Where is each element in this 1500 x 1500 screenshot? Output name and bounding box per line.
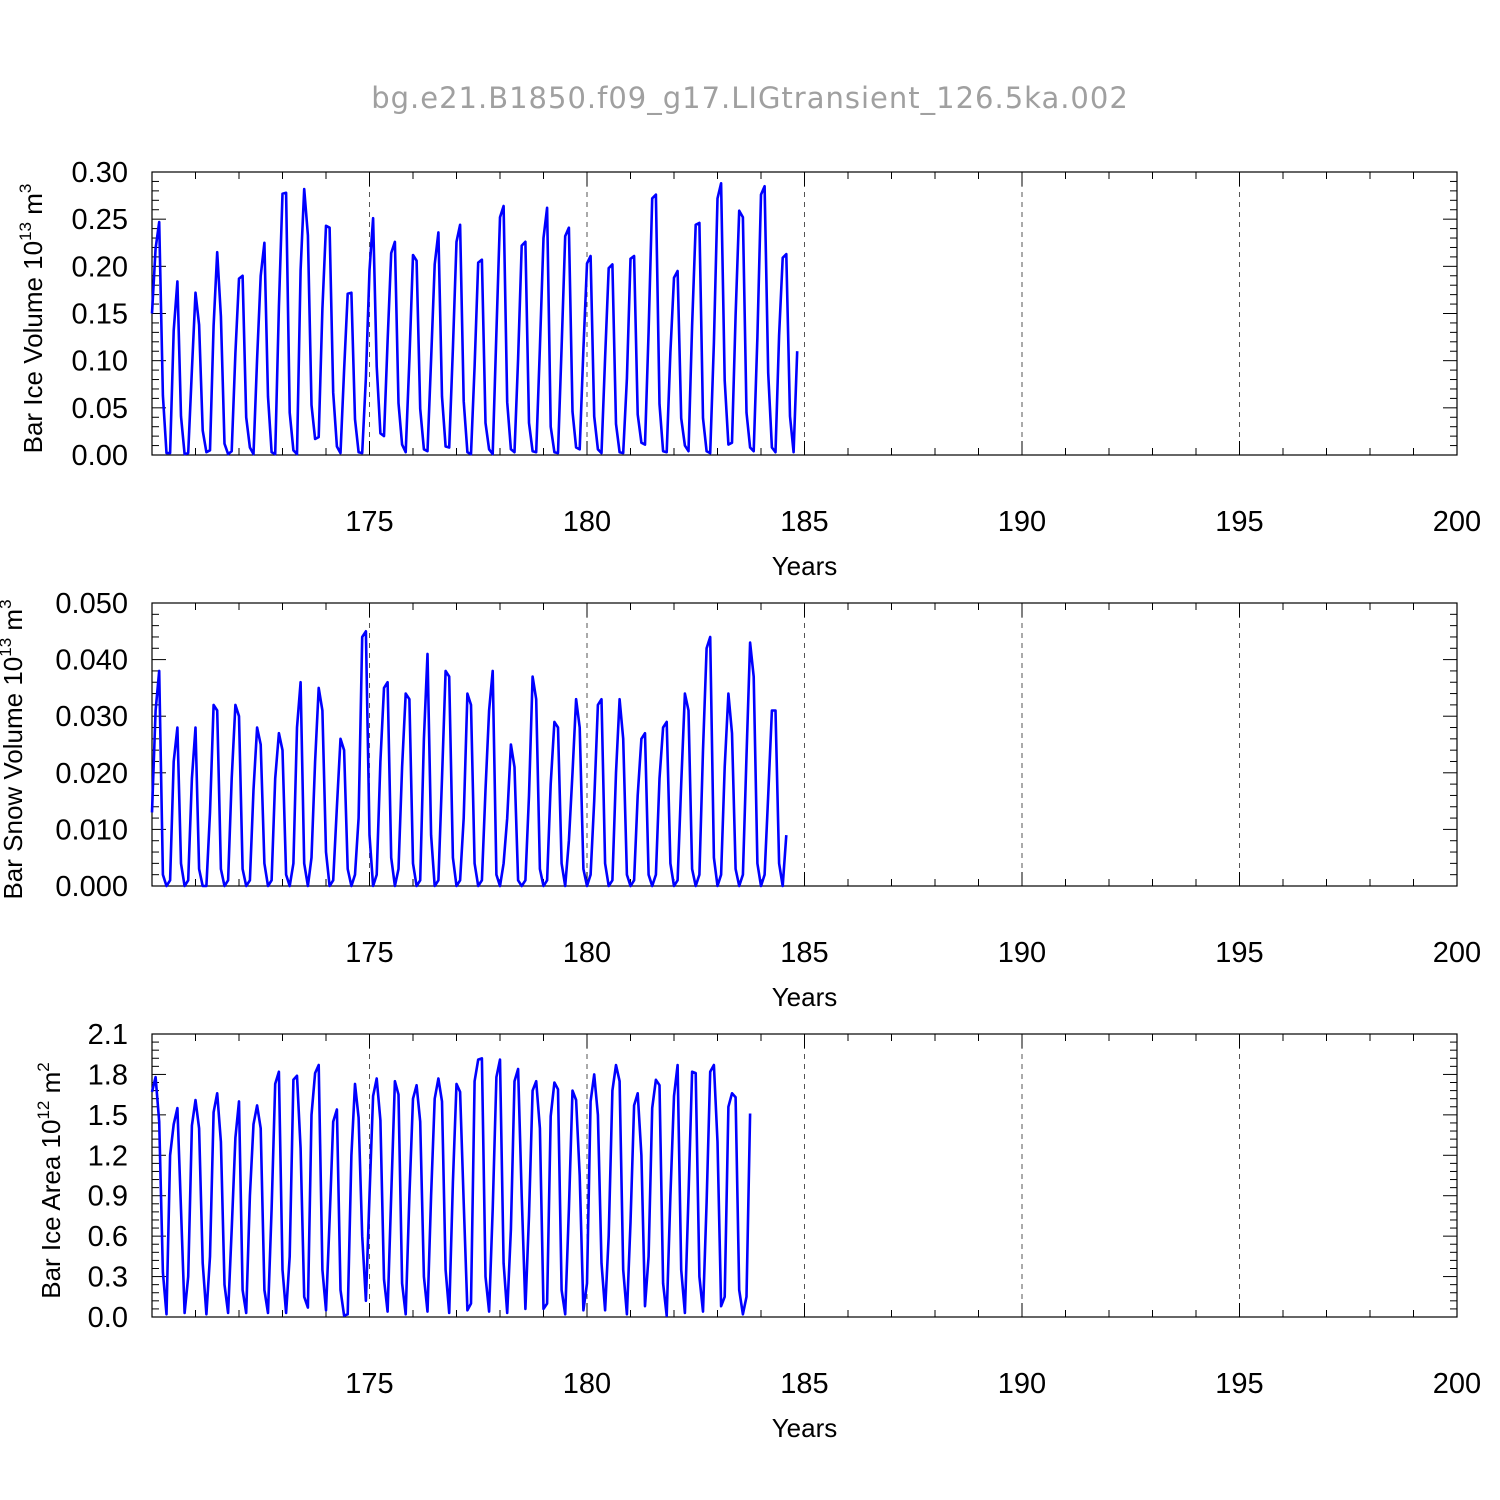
y-axis-label: Bar Snow Volume 1013 m3 [0,599,28,899]
panel-3: 175 180 185 190 195 200 0.0 0.3 0.6 0.9 1.2 1.5 1.8 2… [34,1019,1481,1443]
y-tick-label: 0.010 [55,814,128,846]
x-tick-label: 185 [780,506,828,538]
y-axis-label-exponent: 13 [0,638,15,657]
y-axis-label-unit: m [18,193,48,222]
x-tick-label: 175 [345,937,393,969]
panels: 175 180 185 190 195 200 0.00 0.05 0.10 0.15 0.20 0.… [0,157,1481,1443]
x-tick-label: 175 [345,506,393,538]
x-tick-label: 180 [563,1368,611,1400]
y-axis-label-exponent: 12 [34,1101,53,1120]
y-tick-label: 0.0 [88,1302,128,1334]
series-line [150,629,788,888]
y-tick-label: 0.30 [72,157,128,189]
y-tick-label: 0.040 [55,645,128,677]
x-tick-label: 195 [1215,937,1263,969]
x-axis-label: Years [772,1413,838,1443]
series-line [150,182,799,456]
y-tick-label: 0.25 [72,204,128,236]
y-axis-label-exponent: 13 [16,222,35,241]
x-tick-label: 180 [563,937,611,969]
y-axis-label-unit: m [0,609,28,638]
series-line [150,1057,752,1317]
y-tick-label: 0.050 [55,588,128,620]
y-tick-label: 0.9 [88,1181,128,1213]
x-tick-label: 200 [1433,506,1481,538]
x-tick-label: 180 [563,506,611,538]
panel-1: 175 180 185 190 195 200 0.00 0.05 0.10 0.15 0.20 0.… [16,157,1481,581]
y-tick-label: 0.20 [72,251,128,283]
y-axis-label-unit-exponent: 3 [0,599,15,608]
y-axis-label-text: Bar Ice Area 10 [36,1120,66,1299]
y-tick-label: 0.00 [72,440,128,472]
figure-title: bg.e21.B1850.f09_g17.LIGtransient_126.5k… [371,81,1129,115]
x-tick-label: 200 [1433,1368,1481,1400]
y-axis-label: Bar Ice Area 1012 m2 [34,1062,66,1299]
y-tick-label: 0.000 [55,871,128,903]
y-tick-label: 1.2 [88,1140,128,1172]
y-tick-label: 0.030 [55,701,128,733]
y-tick-label: 1.8 [88,1059,128,1091]
x-tick-label: 200 [1433,937,1481,969]
y-tick-label: 1.5 [88,1100,128,1132]
x-tick-label: 195 [1215,1368,1263,1400]
x-tick-label: 190 [998,506,1046,538]
x-axis-label: Years [772,551,838,581]
panel-2: 175 180 185 190 195 200 0.000 0.010 0.020 0.030 0.… [0,588,1481,1012]
y-tick-label: 0.05 [72,393,128,425]
y-tick-label: 2.1 [88,1019,128,1051]
x-tick-label: 185 [780,1368,828,1400]
x-axis-label: Years [772,982,838,1012]
y-axis-label-text: Bar Ice Volume 10 [18,241,48,453]
y-axis-label: Bar Ice Volume 1013 m3 [16,184,48,454]
x-tick-label: 190 [998,1368,1046,1400]
y-tick-label: 0.020 [55,758,128,790]
y-tick-label: 0.10 [72,346,128,378]
y-axis-label-text: Bar Snow Volume 10 [0,657,28,900]
x-tick-label: 190 [998,937,1046,969]
x-tick-label: 185 [780,937,828,969]
y-axis-label-unit-exponent: 3 [16,184,35,193]
x-tick-label: 195 [1215,506,1263,538]
y-tick-label: 0.3 [88,1262,128,1294]
y-tick-label: 0.6 [88,1221,128,1253]
x-tick-label: 175 [345,1368,393,1400]
y-axis-label-unit: m [36,1072,66,1101]
y-axis-label-unit-exponent: 2 [34,1062,53,1071]
y-tick-label: 0.15 [72,299,128,331]
